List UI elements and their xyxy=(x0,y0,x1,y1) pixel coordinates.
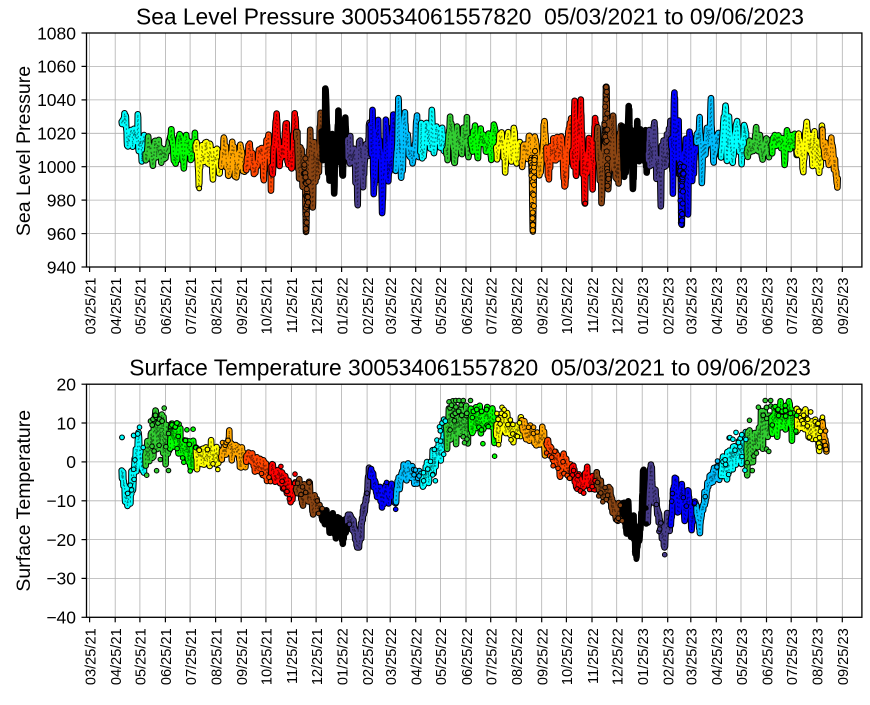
svg-text:01/25/23: 01/25/23 xyxy=(636,278,652,335)
svg-text:−40: −40 xyxy=(46,608,76,628)
svg-text:04/25/21: 04/25/21 xyxy=(109,278,125,335)
svg-text:07/25/21: 07/25/21 xyxy=(184,628,200,685)
svg-text:09/25/21: 09/25/21 xyxy=(235,628,251,685)
svg-text:12/25/22: 12/25/22 xyxy=(611,628,627,685)
svg-text:05/25/21: 05/25/21 xyxy=(134,628,150,685)
svg-text:06/25/22: 06/25/22 xyxy=(460,628,476,685)
svg-text:04/25/23: 04/25/23 xyxy=(710,278,726,335)
svg-text:1000: 1000 xyxy=(37,157,76,177)
svg-text:09/25/23: 09/25/23 xyxy=(836,278,852,335)
svg-text:02/25/22: 02/25/22 xyxy=(361,278,377,335)
svg-text:10/25/22: 10/25/22 xyxy=(560,278,576,335)
svg-text:Surface Temperature: Surface Temperature xyxy=(13,410,35,592)
svg-text:08/25/22: 08/25/22 xyxy=(510,278,526,335)
svg-text:09/25/22: 09/25/22 xyxy=(536,278,552,335)
svg-text:08/25/23: 08/25/23 xyxy=(811,278,827,335)
svg-text:Sea Level Pressure: Sea Level Pressure xyxy=(13,66,35,236)
svg-text:05/25/23: 05/25/23 xyxy=(735,278,751,335)
svg-text:09/25/21: 09/25/21 xyxy=(235,278,251,335)
svg-text:07/25/21: 07/25/21 xyxy=(184,278,200,335)
svg-text:08/25/21: 08/25/21 xyxy=(209,278,225,335)
svg-text:10/25/21: 10/25/21 xyxy=(260,278,276,335)
svg-text:12/25/21: 12/25/21 xyxy=(310,278,326,335)
svg-text:−10: −10 xyxy=(46,491,76,511)
svg-text:Sea Level Pressure 30053406155: Sea Level Pressure 300534061557820 05/03… xyxy=(136,4,804,30)
svg-text:10/25/22: 10/25/22 xyxy=(560,628,576,685)
svg-text:20: 20 xyxy=(57,375,77,395)
svg-text:01/25/23: 01/25/23 xyxy=(636,628,652,685)
svg-text:02/25/23: 02/25/23 xyxy=(662,278,678,335)
svg-text:03/25/22: 03/25/22 xyxy=(384,278,400,335)
svg-text:08/25/21: 08/25/21 xyxy=(209,628,225,685)
svg-text:11/25/21: 11/25/21 xyxy=(285,278,301,334)
svg-text:1040: 1040 xyxy=(37,90,76,110)
svg-text:03/25/21: 03/25/21 xyxy=(83,278,99,335)
svg-text:06/25/21: 06/25/21 xyxy=(159,628,175,685)
svg-text:1080: 1080 xyxy=(37,23,76,43)
svg-text:02/25/23: 02/25/23 xyxy=(662,628,678,685)
svg-text:09/25/22: 09/25/22 xyxy=(536,628,552,685)
svg-text:04/25/22: 04/25/22 xyxy=(410,278,426,335)
svg-text:03/25/23: 03/25/23 xyxy=(685,278,701,335)
svg-text:1020: 1020 xyxy=(37,124,76,144)
svg-text:06/25/21: 06/25/21 xyxy=(159,278,175,335)
svg-text:02/25/22: 02/25/22 xyxy=(361,628,377,685)
svg-text:08/25/22: 08/25/22 xyxy=(510,628,526,685)
svg-text:10: 10 xyxy=(57,413,77,433)
svg-text:05/25/21: 05/25/21 xyxy=(134,278,150,335)
svg-text:04/25/23: 04/25/23 xyxy=(710,628,726,685)
svg-text:06/25/22: 06/25/22 xyxy=(460,278,476,335)
svg-text:11/25/22: 11/25/22 xyxy=(586,628,602,684)
svg-text:0: 0 xyxy=(66,452,76,472)
svg-text:940: 940 xyxy=(47,257,76,277)
svg-text:03/25/22: 03/25/22 xyxy=(384,628,400,685)
svg-text:Surface Temperature 3005340615: Surface Temperature 300534061557820 05/0… xyxy=(129,355,811,381)
svg-text:07/25/23: 07/25/23 xyxy=(785,278,801,335)
svg-text:−30: −30 xyxy=(46,569,76,589)
svg-text:03/25/23: 03/25/23 xyxy=(685,628,701,685)
svg-text:10/25/21: 10/25/21 xyxy=(260,628,276,685)
svg-text:03/25/21: 03/25/21 xyxy=(83,628,99,685)
svg-text:12/25/21: 12/25/21 xyxy=(310,628,326,685)
svg-text:−20: −20 xyxy=(46,530,76,550)
svg-text:09/25/23: 09/25/23 xyxy=(836,628,852,685)
svg-text:11/25/22: 11/25/22 xyxy=(586,278,602,334)
svg-text:980: 980 xyxy=(47,190,76,210)
svg-text:04/25/21: 04/25/21 xyxy=(109,628,125,685)
svg-text:12/25/22: 12/25/22 xyxy=(611,278,627,335)
svg-text:06/25/23: 06/25/23 xyxy=(760,628,776,685)
svg-text:05/25/23: 05/25/23 xyxy=(735,628,751,685)
svg-text:11/25/21: 11/25/21 xyxy=(285,628,301,684)
svg-text:07/25/23: 07/25/23 xyxy=(785,628,801,685)
svg-text:04/25/22: 04/25/22 xyxy=(410,628,426,685)
svg-text:960: 960 xyxy=(47,224,76,244)
svg-text:01/25/22: 01/25/22 xyxy=(335,278,351,335)
svg-text:05/25/22: 05/25/22 xyxy=(434,278,450,335)
svg-text:07/25/22: 07/25/22 xyxy=(485,628,501,685)
svg-text:07/25/22: 07/25/22 xyxy=(485,278,501,335)
svg-text:01/25/22: 01/25/22 xyxy=(335,628,351,685)
svg-text:06/25/23: 06/25/23 xyxy=(760,278,776,335)
svg-text:08/25/23: 08/25/23 xyxy=(811,628,827,685)
svg-text:1060: 1060 xyxy=(37,57,76,77)
svg-text:05/25/22: 05/25/22 xyxy=(434,628,450,685)
